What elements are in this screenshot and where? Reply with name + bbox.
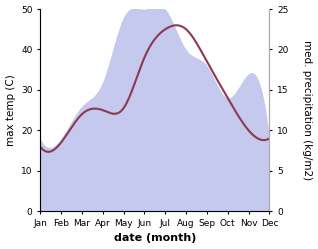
Y-axis label: max temp (C): max temp (C)	[5, 74, 16, 146]
Y-axis label: med. precipitation (kg/m2): med. precipitation (kg/m2)	[302, 40, 313, 180]
X-axis label: date (month): date (month)	[114, 234, 196, 244]
